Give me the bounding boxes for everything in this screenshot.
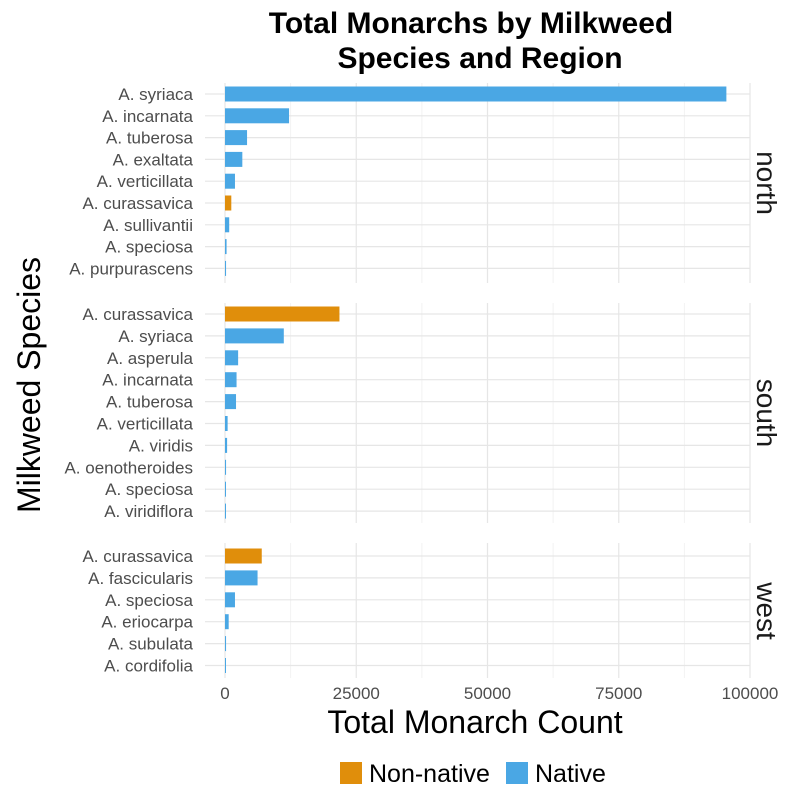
y-tick-label: A. curassavica	[82, 547, 193, 566]
bar-south-a-tuberosa	[225, 394, 237, 410]
y-tick-label: A. viridiflora	[104, 502, 193, 521]
x-axis: 0 25000 50000 75000 100000	[220, 684, 778, 703]
bar-north-a-tuberosa	[225, 130, 248, 146]
legend-label-native: Native	[535, 760, 606, 788]
legend-key-native	[506, 762, 528, 784]
facet-panels: A. syriaca A. incarnata A. tuberosa A. exal…	[64, 83, 782, 678]
x-tick-label: 50000	[464, 684, 511, 703]
chart-title-line-1: Total Monarchs by Milkweed	[269, 7, 674, 40]
y-tick-label: A. syriaca	[118, 85, 193, 104]
bar-south-a-curassavica	[225, 306, 340, 322]
bar-north-a-verticillata	[225, 173, 235, 189]
y-tick-label: A. incarnata	[102, 107, 193, 126]
x-tick-label: 100000	[722, 684, 779, 703]
bar-south-a-viridiflora	[225, 503, 226, 519]
panel-north: A. syriaca A. incarnata A. tuberosa A. exal…	[69, 83, 782, 283]
y-tick-label: A. speciosa	[105, 591, 193, 610]
bar-south-a-speciosa	[225, 481, 226, 497]
bar-west-a-curassavica	[225, 548, 262, 564]
panel-grid	[205, 83, 751, 283]
y-tick-label: A. oenotheroides	[64, 458, 193, 477]
y-tick-label: A. curassavica	[82, 194, 193, 213]
x-tick-label: 0	[220, 684, 229, 703]
x-tick-label: 75000	[595, 684, 642, 703]
bar-west-a-subulata	[225, 636, 227, 652]
legend: Non-native Native	[340, 760, 606, 788]
y-tick-label: A. curassavica	[82, 305, 193, 324]
bar-north-a-purpurascens	[225, 260, 227, 276]
y-tick-label: A. purpurascens	[69, 259, 193, 278]
bar-south-a-viridis	[225, 437, 228, 453]
bar-north-a-syriaca	[225, 86, 727, 102]
bar-west-a-fascicularis	[225, 570, 258, 586]
chart-title-line-2: Species and Region	[337, 42, 622, 75]
y-tick-label: A. speciosa	[105, 480, 193, 499]
bar-west-a-eriocarpa	[225, 614, 229, 630]
y-tick-label: A. incarnata	[102, 371, 193, 390]
y-tick-label: A. subulata	[108, 635, 194, 654]
legend-key-non-native	[340, 762, 362, 784]
facet-strip-label: north	[751, 151, 782, 215]
bar-south-a-syriaca	[225, 328, 284, 344]
bar-south-a-asperula	[225, 350, 239, 366]
bar-south-a-incarnata	[225, 372, 237, 388]
panel-grid	[205, 303, 751, 523]
y-tick-label: A. syriaca	[118, 327, 193, 346]
bar-north-a-speciosa	[225, 239, 227, 255]
y-tick-label: A. verticillata	[97, 415, 194, 434]
bar-south-a-verticillata	[225, 416, 228, 431]
bar-north-a-incarnata	[225, 108, 290, 124]
bar-west-a-speciosa	[225, 592, 235, 608]
chart-title: Total Monarchs by Milkweed Species and R…	[269, 7, 674, 75]
y-tick-label: A. viridis	[129, 436, 193, 455]
y-tick-label: A. tuberosa	[106, 129, 193, 148]
y-tick-label: A. cordifolia	[104, 657, 193, 676]
panel-west: A. curassavica A. fascicularis A. speciosa…	[82, 543, 782, 678]
bar-north-a-curassavica	[225, 195, 232, 211]
y-tick-label: A. asperula	[107, 349, 194, 368]
bar-north-a-sullivantii	[225, 217, 230, 233]
y-tick-label: A. eriocarpa	[101, 613, 193, 632]
facet-strip-label: west	[751, 581, 782, 640]
panel-grid	[205, 543, 751, 678]
x-axis-label: Total Monarch Count	[327, 704, 622, 740]
y-tick-label: A. sullivantii	[103, 216, 193, 235]
bar-south-a-oenotheroides	[225, 459, 227, 475]
x-tick-label: 25000	[333, 684, 380, 703]
bar-north-a-exaltata	[225, 151, 243, 167]
y-tick-label: A. fascicularis	[88, 569, 193, 588]
panel-south: A. curassavica A. syriaca A. asperula A. in…	[64, 303, 782, 523]
facet-strip-label: south	[751, 379, 782, 448]
legend-label-non-native: Non-native	[369, 760, 490, 788]
y-tick-label: A. tuberosa	[106, 393, 193, 412]
bar-west-a-cordifolia	[225, 658, 226, 673]
y-axis-label: Milkweed Species	[11, 257, 47, 513]
y-tick-label: A. exaltata	[113, 150, 194, 169]
y-tick-label: A. speciosa	[105, 238, 193, 257]
y-tick-label: A. verticillata	[97, 172, 194, 191]
